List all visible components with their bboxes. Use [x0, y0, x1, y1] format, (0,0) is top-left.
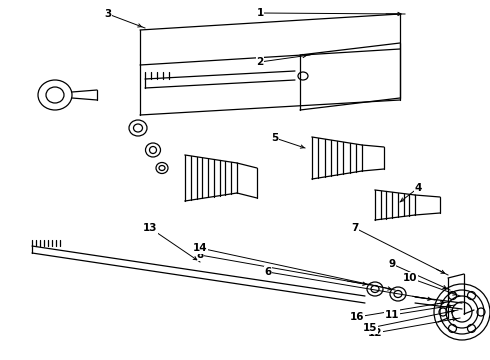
Text: 8: 8 [196, 250, 204, 260]
Text: 12: 12 [368, 328, 382, 338]
Text: 11: 11 [385, 310, 399, 320]
Text: 2: 2 [256, 57, 264, 67]
Text: 5: 5 [271, 133, 279, 143]
Text: 3: 3 [104, 9, 112, 19]
Text: 16: 16 [350, 312, 364, 322]
Text: 14: 14 [193, 243, 207, 253]
Text: 7: 7 [351, 223, 359, 233]
Text: 15: 15 [363, 323, 377, 333]
Text: 10: 10 [403, 273, 417, 283]
Text: 9: 9 [389, 259, 395, 269]
Text: 13: 13 [143, 223, 157, 233]
Text: 1: 1 [256, 8, 264, 18]
Text: 4: 4 [415, 183, 422, 193]
Text: 6: 6 [265, 267, 271, 277]
